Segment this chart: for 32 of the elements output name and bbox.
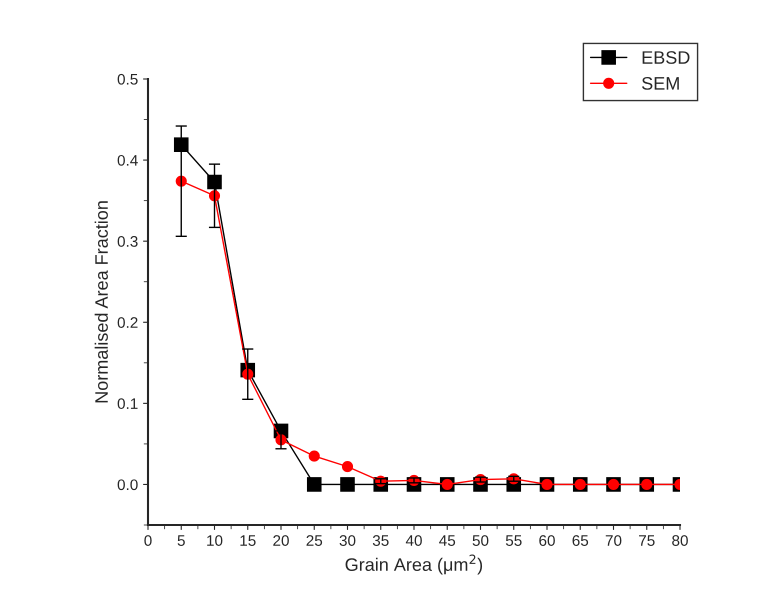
- x-tick-label: 15: [240, 535, 256, 546]
- x-tick-label: 45: [439, 535, 456, 546]
- y-tick-label: 0.0: [118, 479, 138, 490]
- x-tick-label: 30: [340, 535, 356, 546]
- x-tick-label: 80: [672, 535, 688, 546]
- x-tick-label: 10: [207, 535, 222, 546]
- point: [306, 477, 322, 492]
- x-tick-label: 5: [178, 535, 185, 546]
- point: [207, 174, 222, 190]
- x-axis-title: Grain Area (μm$^{2}$): [346, 554, 482, 575]
- legend-label: SEM: [642, 76, 679, 90]
- x-tick-label: 60: [539, 535, 555, 546]
- x-tick-label: 35: [372, 535, 389, 546]
- y-tick-label: 0.3: [118, 236, 138, 247]
- y-tick-label: 0.1: [118, 398, 138, 410]
- y-tick-label: 0.4: [118, 154, 138, 166]
- x-tick-label: 50: [472, 535, 488, 546]
- x-tick-label: 55: [506, 535, 522, 546]
- x-tick-label: 65: [572, 535, 588, 546]
- legend-label: EBSD: [642, 51, 690, 64]
- x-tick-label: 75: [639, 535, 655, 546]
- y-tick-label: 0.5: [118, 74, 138, 85]
- x-tick-label: 20: [273, 535, 289, 546]
- y-tick-label: 0.2: [118, 317, 138, 328]
- point: [308, 450, 320, 462]
- y-axis-title: Normalised Area Fraction: [94, 201, 108, 402]
- point: [340, 477, 355, 492]
- x-tick-label: 25: [306, 535, 322, 546]
- x-tick-label: 0: [144, 535, 152, 546]
- x-tick-label: 70: [606, 535, 622, 546]
- x-tick-label: 40: [406, 535, 422, 546]
- point: [342, 461, 354, 472]
